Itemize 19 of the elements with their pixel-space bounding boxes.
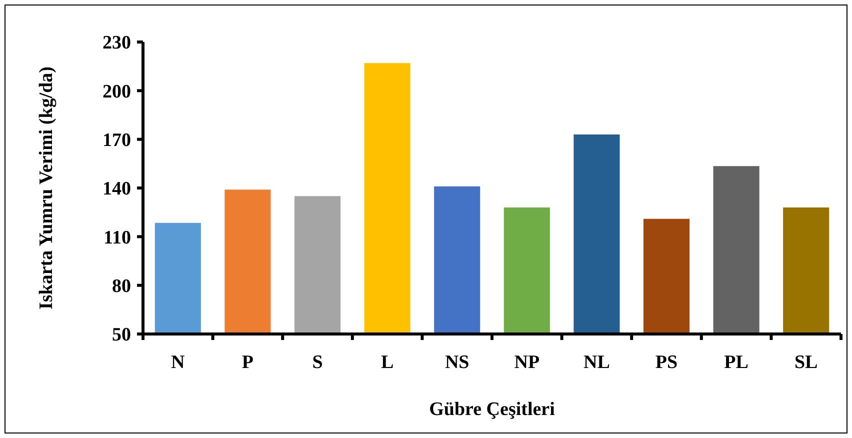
x-tick-label: N [171, 352, 186, 373]
x-axis-title: Gübre Çeşitleri [429, 399, 555, 420]
y-tick-label: 140 [102, 178, 131, 200]
y-tick-label: 200 [102, 81, 131, 102]
y-tick-label: 80 [112, 276, 131, 297]
x-tick-label: P [242, 352, 254, 373]
x-tick-label: SL [794, 352, 818, 373]
x-tick-label: NS [444, 352, 470, 373]
y-tick-label: 50 [112, 324, 131, 346]
y-tick-label: 230 [102, 32, 131, 54]
x-tick-label: L [380, 352, 394, 373]
x-tick-label: PL [724, 352, 748, 373]
y-tick-label: 170 [102, 130, 131, 151]
x-tick-label: NP [514, 352, 540, 373]
x-tick-label: NL [583, 352, 610, 373]
y-tick-label: 110 [104, 227, 131, 248]
y-axis-title: Iskarta Yumru Verimi (kg/da) [36, 66, 57, 310]
x-tick-label: S [312, 352, 323, 373]
x-tick-label: PS [655, 352, 678, 373]
